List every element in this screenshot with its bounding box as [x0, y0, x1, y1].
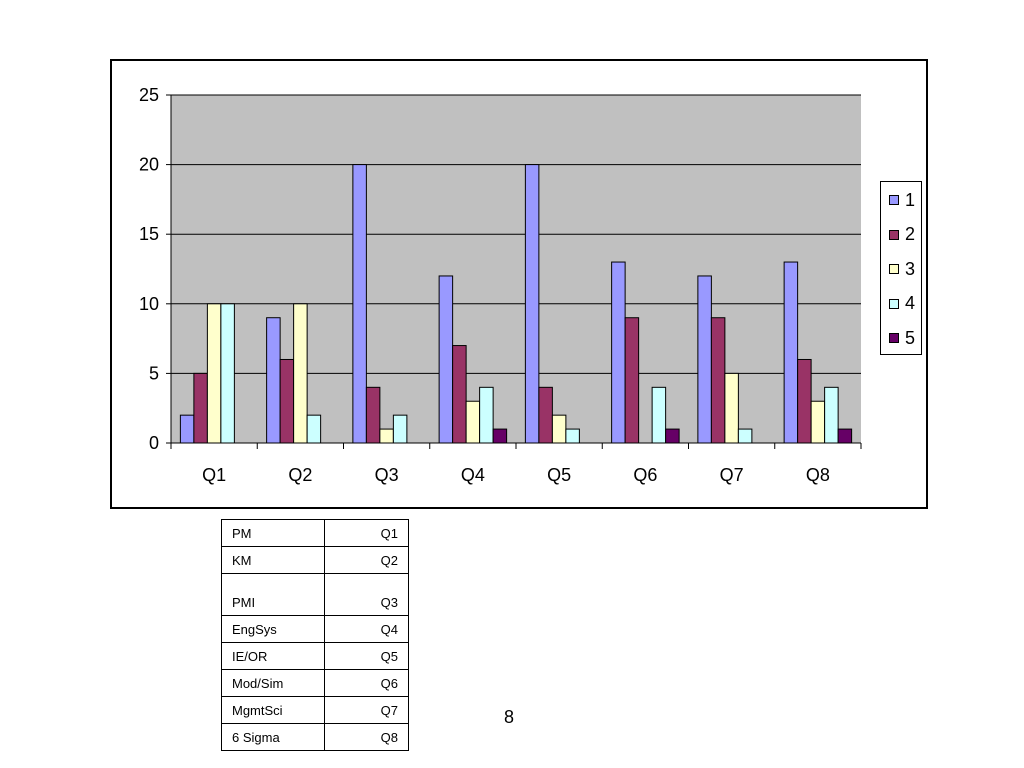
bar-q6-series-5 [665, 428, 680, 444]
bar-q5-series-3 [551, 414, 567, 444]
table-cell-code: Q4 [324, 615, 409, 643]
y-tick-label: 5 [149, 363, 159, 383]
table-row: PM Q1 [221, 519, 409, 547]
bar-q7-series-2 [710, 317, 726, 444]
y-tick-label: 20 [139, 155, 159, 175]
x-tick-label: Q8 [806, 465, 830, 485]
table-cell-code: Q1 [324, 519, 409, 547]
x-tick-label: Q5 [547, 465, 571, 485]
table-cell-code: Q2 [324, 546, 409, 574]
legend-item-1: 1 [889, 190, 915, 210]
legend-swatch [889, 195, 899, 205]
legend-swatch [889, 229, 899, 240]
table-cell-code: Q8 [324, 723, 409, 751]
bar-q5-series-2 [538, 386, 553, 444]
legend-swatch [889, 264, 899, 274]
table-cell-code: Q6 [324, 669, 409, 697]
table-row: IE/OR Q5 [221, 642, 409, 670]
table-cell-name: PM [221, 519, 325, 547]
table-cell-name: EngSys [221, 615, 325, 643]
table-row: MgmtSci Q7 [221, 696, 409, 724]
bar-q7-series-3 [724, 372, 739, 444]
legend-label: 1 [905, 189, 916, 210]
bar-q6-series-4 [651, 386, 667, 444]
table-row: Mod/Sim Q6 [221, 669, 409, 697]
bar-q8-series-4 [824, 386, 839, 444]
table-row: KM Q2 [221, 546, 409, 574]
bar-q8-series-3 [810, 400, 826, 444]
x-tick-label: Q3 [375, 465, 399, 485]
bar-q4-series-5 [492, 428, 508, 444]
x-tick-label: Q6 [633, 465, 657, 485]
x-tick-label: Q2 [288, 465, 312, 485]
y-tick-label: 15 [139, 224, 159, 244]
bar-q5-series-4 [565, 428, 580, 444]
bar-q4-series-2 [452, 345, 467, 444]
bar-q2-series-1 [266, 317, 281, 444]
bar-q4-series-3 [465, 400, 481, 444]
category-key-table: PM Q1 KM Q2 PMI Q3 EngSys Q4 IE/OR Q5 Mod/Sim Q6 Mgm… [221, 519, 409, 751]
bar-q3-series-4 [392, 414, 408, 444]
bar-q2-series-4 [306, 414, 322, 444]
bar-q2-series-3 [293, 303, 308, 444]
table-cell-code: Q7 [324, 696, 409, 724]
x-tick-label: Q7 [720, 465, 744, 485]
legend-item-2: 2 [889, 224, 916, 245]
y-tick-label: 0 [149, 433, 159, 453]
bar-q8-series-2 [797, 358, 812, 444]
bar-q7-series-4 [737, 428, 753, 444]
bar-chart: 0 5 10 15 20 25 Q1 Q2 Q3 Q4 Q5 Q6 Q7 Q8 [139, 85, 862, 485]
legend-label: 2 [905, 224, 916, 244]
legend-label: 4 [905, 293, 916, 313]
table-cell-code: Q5 [324, 642, 409, 670]
bar-q1-series-4 [220, 303, 235, 444]
legend-label: 5 [905, 327, 916, 348]
table-cell-code: Q3 [324, 573, 409, 616]
bar-q5-series-1 [524, 164, 540, 444]
bar-q8-series-5 [837, 428, 853, 444]
chart-legend: 1 2 3 4 5 [880, 181, 922, 355]
bar-q6-series-2 [624, 317, 640, 444]
legend-label: 3 [905, 258, 916, 279]
y-tick-label: 25 [139, 85, 159, 105]
legend-item-5: 5 [889, 328, 915, 348]
bar-q2-series-2 [279, 358, 295, 444]
bar-q3-series-2 [365, 386, 381, 444]
table-cell-name: Mod/Sim [221, 669, 325, 697]
legend-swatch [889, 298, 899, 309]
table-cell-name: KM [221, 546, 325, 574]
table-cell-name: 6 Sigma [221, 723, 325, 751]
table-row: 6 Sigma Q8 [221, 723, 409, 751]
x-tick-label: Q4 [461, 465, 485, 485]
table-cell-name: PMI [221, 573, 325, 616]
legend-swatch [889, 333, 899, 343]
table-row: EngSys Q4 [221, 615, 409, 643]
bar-q3-series-3 [379, 428, 394, 444]
legend-item-4: 4 [889, 293, 916, 314]
chart-frame: 0 5 10 15 20 25 Q1 Q2 Q3 Q4 Q5 Q6 Q7 Q8 1 2 3 4 5 [110, 59, 928, 509]
bar-q1-series-3 [206, 303, 222, 444]
bar-q4-series-4 [479, 386, 494, 444]
bar-q1-series-1 [179, 414, 195, 444]
bar-q4-series-1 [438, 275, 454, 444]
x-tick-label: Q1 [202, 465, 226, 485]
table-cell-name: MgmtSci [221, 696, 325, 724]
legend-item-3: 3 [889, 259, 915, 279]
bar-q3-series-1 [352, 164, 367, 444]
bar-q1-series-2 [193, 372, 208, 444]
table-cell-name: IE/OR [221, 642, 325, 670]
table-row: PMI Q3 [221, 573, 409, 616]
y-tick-label: 10 [139, 294, 159, 314]
bar-q6-series-1 [611, 261, 626, 444]
bar-q7-series-1 [697, 275, 712, 444]
page-number: 8 [504, 707, 515, 727]
bar-q8-series-1 [783, 261, 799, 444]
